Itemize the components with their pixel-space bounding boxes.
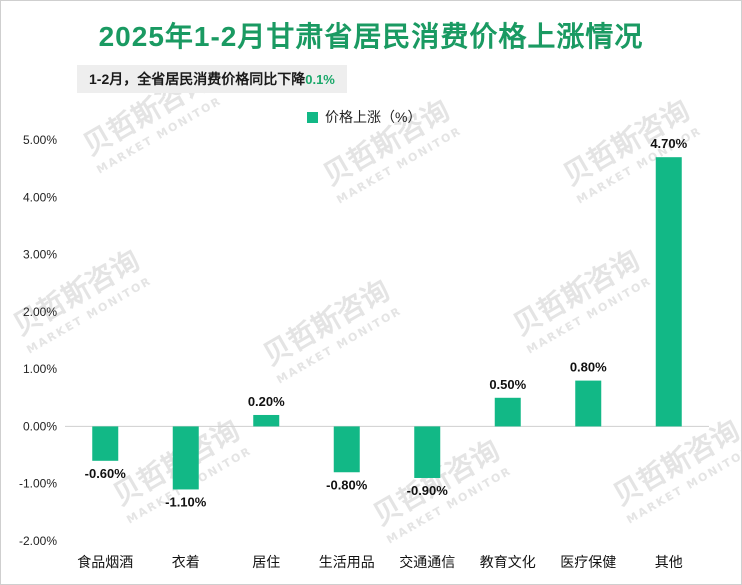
- legend: 价格上涨（%）: [307, 107, 421, 127]
- bar: [172, 426, 199, 490]
- bar: [414, 426, 441, 478]
- legend-swatch: [307, 111, 318, 123]
- data-label: 4.70%: [650, 136, 687, 151]
- y-tick-label: -1.00%: [19, 477, 57, 491]
- bar: [494, 397, 521, 427]
- subtitle-value: 0.1%: [305, 71, 335, 87]
- x-category-label: 食品烟酒: [77, 554, 133, 570]
- data-label: 0.50%: [489, 377, 526, 392]
- y-tick-label: 0.00%: [23, 419, 57, 433]
- data-label: -0.60%: [85, 466, 127, 481]
- x-category-label: 生活用品: [319, 554, 375, 570]
- y-tick-label: 5.00%: [23, 133, 57, 147]
- x-category-label: 交通通信: [399, 554, 455, 570]
- bar: [655, 157, 682, 427]
- x-category-label: 居住: [252, 554, 280, 570]
- x-category-label: 教育文化: [480, 554, 536, 570]
- data-label: -0.80%: [326, 477, 368, 492]
- y-axis: 5.00% 4.00% 3.00% 2.00% 1.00% 0.00% -1.00% -2.0…: [19, 133, 709, 548]
- legend-label: 价格上涨（%）: [325, 109, 422, 125]
- subtitle-text: 1-2月，全省居民消费价格同比下降: [89, 71, 306, 87]
- subtitle-box: 1-2月，全省居民消费价格同比下降 0.1%: [77, 65, 347, 93]
- y-tick-label: 3.00%: [23, 248, 57, 262]
- x-category-label: 其他: [655, 554, 683, 570]
- chart-title: 2025年1-2月甘肃省居民消费价格上涨情况: [98, 21, 644, 52]
- y-tick-label: -2.00%: [19, 534, 57, 548]
- x-category-label: 衣着: [172, 554, 200, 570]
- x-category-label: 医疗保健: [560, 554, 616, 570]
- data-label: -1.10%: [165, 494, 207, 509]
- data-label: 0.20%: [248, 394, 285, 409]
- y-tick-label: 4.00%: [23, 190, 57, 204]
- data-label: 0.80%: [570, 360, 607, 375]
- data-label: -0.90%: [407, 483, 449, 498]
- bar: [333, 426, 360, 473]
- y-tick-label: 2.00%: [23, 305, 57, 319]
- bar: [92, 426, 119, 461]
- bar: [253, 414, 280, 427]
- bar: [575, 380, 602, 427]
- bar-series: -0.60% 食品烟酒 -1.10% 衣着 0.20% 居住 -0.80% 生活用品 -0.90…: [77, 136, 687, 570]
- y-tick-label: 1.00%: [23, 362, 57, 376]
